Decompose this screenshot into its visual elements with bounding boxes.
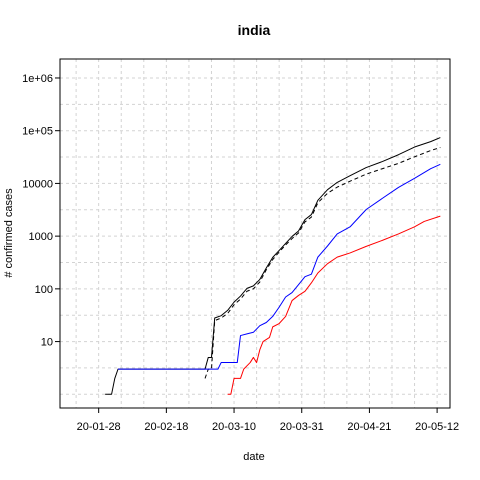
x-tick-label: 20-02-18	[144, 421, 188, 433]
plot-frame	[59, 58, 451, 409]
y-tick-label: 1e+06	[22, 73, 53, 85]
y-tick-label: 1000	[29, 231, 53, 243]
chart-title: india	[238, 22, 271, 38]
x-tick-label: 20-05-12	[415, 421, 459, 433]
x-tick-label: 20-01-28	[77, 421, 121, 433]
series-layer	[105, 137, 441, 395]
x-tick-label: 20-04-21	[347, 421, 391, 433]
y-tick-label: 10000	[22, 178, 53, 190]
series-line-1	[204, 147, 441, 379]
series-line-0	[105, 137, 441, 395]
y-axis-label: # confirmed cases	[3, 188, 15, 278]
y-tick-label: 1e+05	[22, 126, 53, 138]
x-axis: 20-01-28 20-02-18 20-03-10 20-03-31 20-04-21…	[77, 408, 459, 433]
series-line-3	[227, 215, 441, 395]
x-axis-label: date	[243, 451, 264, 463]
y-axis: 10 100 1000 10000 1e+05 1e+06	[22, 73, 60, 349]
y-tick-label: 100	[35, 284, 53, 296]
series-line-2	[118, 163, 441, 370]
y-tick-label: 10	[41, 337, 53, 349]
grid	[60, 59, 450, 408]
x-tick-label: 20-03-10	[212, 421, 256, 433]
x-tick-label: 20-03-31	[280, 421, 324, 433]
